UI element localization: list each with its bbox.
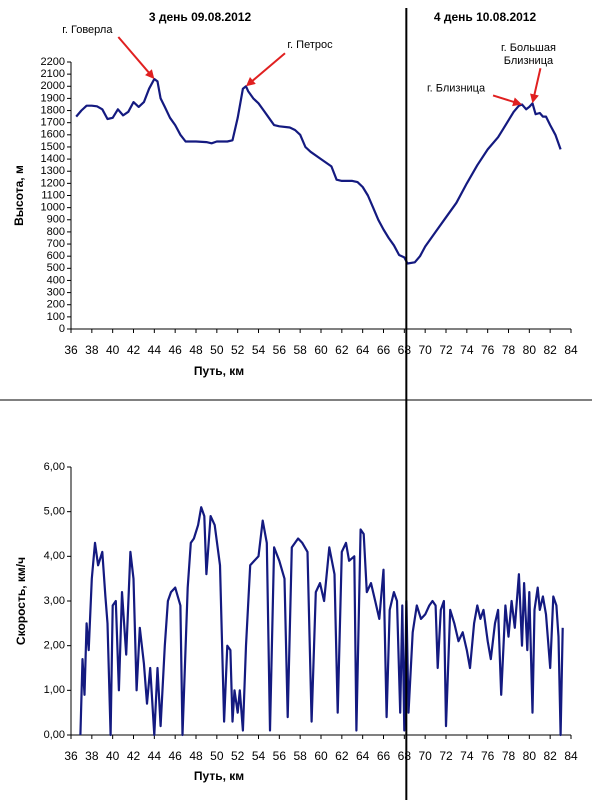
y-tick-label: 1400	[41, 153, 65, 165]
x-tick-label: 66	[377, 749, 391, 763]
y-tick-label: 1600	[41, 129, 65, 141]
x-tick-label: 38	[85, 749, 99, 763]
x-tick-label: 84	[564, 343, 578, 357]
y-tick-label: 0,00	[44, 729, 65, 741]
y-tick-label: 1100	[41, 189, 65, 201]
x-tick-label: 58	[293, 749, 307, 763]
y-tick-label: 1700	[41, 117, 65, 129]
x-tick-label: 60	[314, 749, 328, 763]
x-tick-label: 52	[231, 343, 245, 357]
y-axis-label: Скорость, км/ч	[14, 557, 28, 645]
x-tick-label: 50	[210, 749, 224, 763]
y-tick-label: 6,00	[44, 461, 65, 473]
y-tick-label: 900	[47, 214, 65, 226]
day-label: 4 день 10.08.2012	[434, 10, 537, 24]
x-tick-label: 64	[356, 343, 370, 357]
x-tick-label: 36	[64, 749, 78, 763]
annotation-arrow	[117, 36, 155, 79]
y-tick-label: 100	[47, 311, 65, 323]
y-tick-label: 1,00	[44, 684, 65, 696]
x-tick-label: 64	[356, 749, 370, 763]
x-tick-label: 48	[189, 343, 203, 357]
x-tick-label: 70	[418, 343, 432, 357]
y-tick-label: 3,00	[44, 595, 65, 607]
x-tick-label: 72	[439, 343, 453, 357]
x-tick-label: 46	[168, 749, 182, 763]
data-line	[79, 506, 564, 737]
y-tick-label: 800	[47, 226, 65, 238]
x-tick-label: 36	[64, 343, 78, 357]
x-tick-label: 56	[273, 749, 287, 763]
annotation-label: Близница	[504, 55, 554, 67]
x-tick-label: 44	[148, 343, 162, 357]
x-tick-label: 76	[481, 749, 495, 763]
x-tick-label: 58	[293, 343, 307, 357]
x-tick-label: 80	[523, 343, 537, 357]
y-tick-label: 1300	[41, 165, 65, 177]
x-axis-label: Путь, км	[194, 769, 244, 783]
x-tick-label: 56	[273, 343, 287, 357]
x-tick-label: 54	[252, 343, 266, 357]
y-tick-label: 700	[47, 238, 65, 250]
x-tick-label: 42	[127, 749, 141, 763]
y-tick-label: 2100	[41, 68, 65, 80]
x-tick-label: 44	[148, 749, 162, 763]
y-axis-label: Высота, м	[12, 165, 26, 226]
y-tick-label: 2200	[41, 56, 65, 68]
x-tick-label: 74	[460, 343, 474, 357]
annotation-label: г. Говерла	[62, 24, 113, 36]
annotation-label: г. Близница	[427, 82, 486, 94]
x-tick-label: 38	[85, 343, 99, 357]
x-tick-label: 48	[189, 749, 203, 763]
annotation-label: г. Петрос	[287, 39, 333, 51]
y-tick-label: 300	[47, 286, 65, 298]
x-tick-label: 40	[106, 343, 120, 357]
y-tick-label: 1200	[41, 177, 65, 189]
x-tick-label: 62	[335, 749, 349, 763]
y-tick-label: 0	[59, 323, 65, 335]
x-tick-label: 54	[252, 749, 266, 763]
annotation-arrow	[530, 68, 542, 104]
y-tick-label: 1800	[41, 104, 65, 116]
x-axis-label: Путь, км	[194, 364, 244, 378]
x-tick-label: 80	[523, 749, 537, 763]
x-tick-label: 78	[502, 749, 516, 763]
x-tick-label: 46	[168, 343, 182, 357]
x-tick-label: 66	[377, 343, 391, 357]
x-tick-label: 70	[418, 749, 432, 763]
y-tick-label: 1000	[41, 202, 65, 214]
annotation-arrow	[492, 94, 523, 107]
y-tick-label: 2000	[41, 80, 65, 92]
x-tick-label: 60	[314, 343, 328, 357]
data-line	[75, 77, 562, 265]
x-tick-label: 78	[502, 343, 516, 357]
x-tick-label: 82	[543, 343, 557, 357]
y-tick-label: 1900	[41, 92, 65, 104]
x-tick-label: 40	[106, 749, 120, 763]
annotation-label: г. Большая	[501, 42, 556, 54]
y-tick-label: 2,00	[44, 640, 65, 652]
x-tick-label: 72	[439, 749, 453, 763]
y-tick-label: 5,00	[44, 506, 65, 518]
x-tick-label: 68	[398, 749, 412, 763]
y-tick-label: 4,00	[44, 550, 65, 562]
day-label: 3 день 09.08.2012	[149, 10, 252, 24]
x-tick-label: 68	[398, 343, 412, 357]
y-tick-label: 500	[47, 262, 65, 274]
x-tick-label: 62	[335, 343, 349, 357]
y-tick-label: 1500	[41, 141, 65, 153]
y-tick-label: 600	[47, 250, 65, 262]
x-tick-label: 50	[210, 343, 224, 357]
x-tick-label: 82	[543, 749, 557, 763]
x-tick-label: 76	[481, 343, 495, 357]
x-tick-label: 84	[564, 749, 578, 763]
y-tick-label: 200	[47, 299, 65, 311]
x-tick-label: 42	[127, 343, 141, 357]
x-tick-label: 52	[231, 749, 245, 763]
y-tick-label: 400	[47, 274, 65, 286]
x-tick-label: 74	[460, 749, 474, 763]
annotation-arrow	[245, 52, 286, 87]
